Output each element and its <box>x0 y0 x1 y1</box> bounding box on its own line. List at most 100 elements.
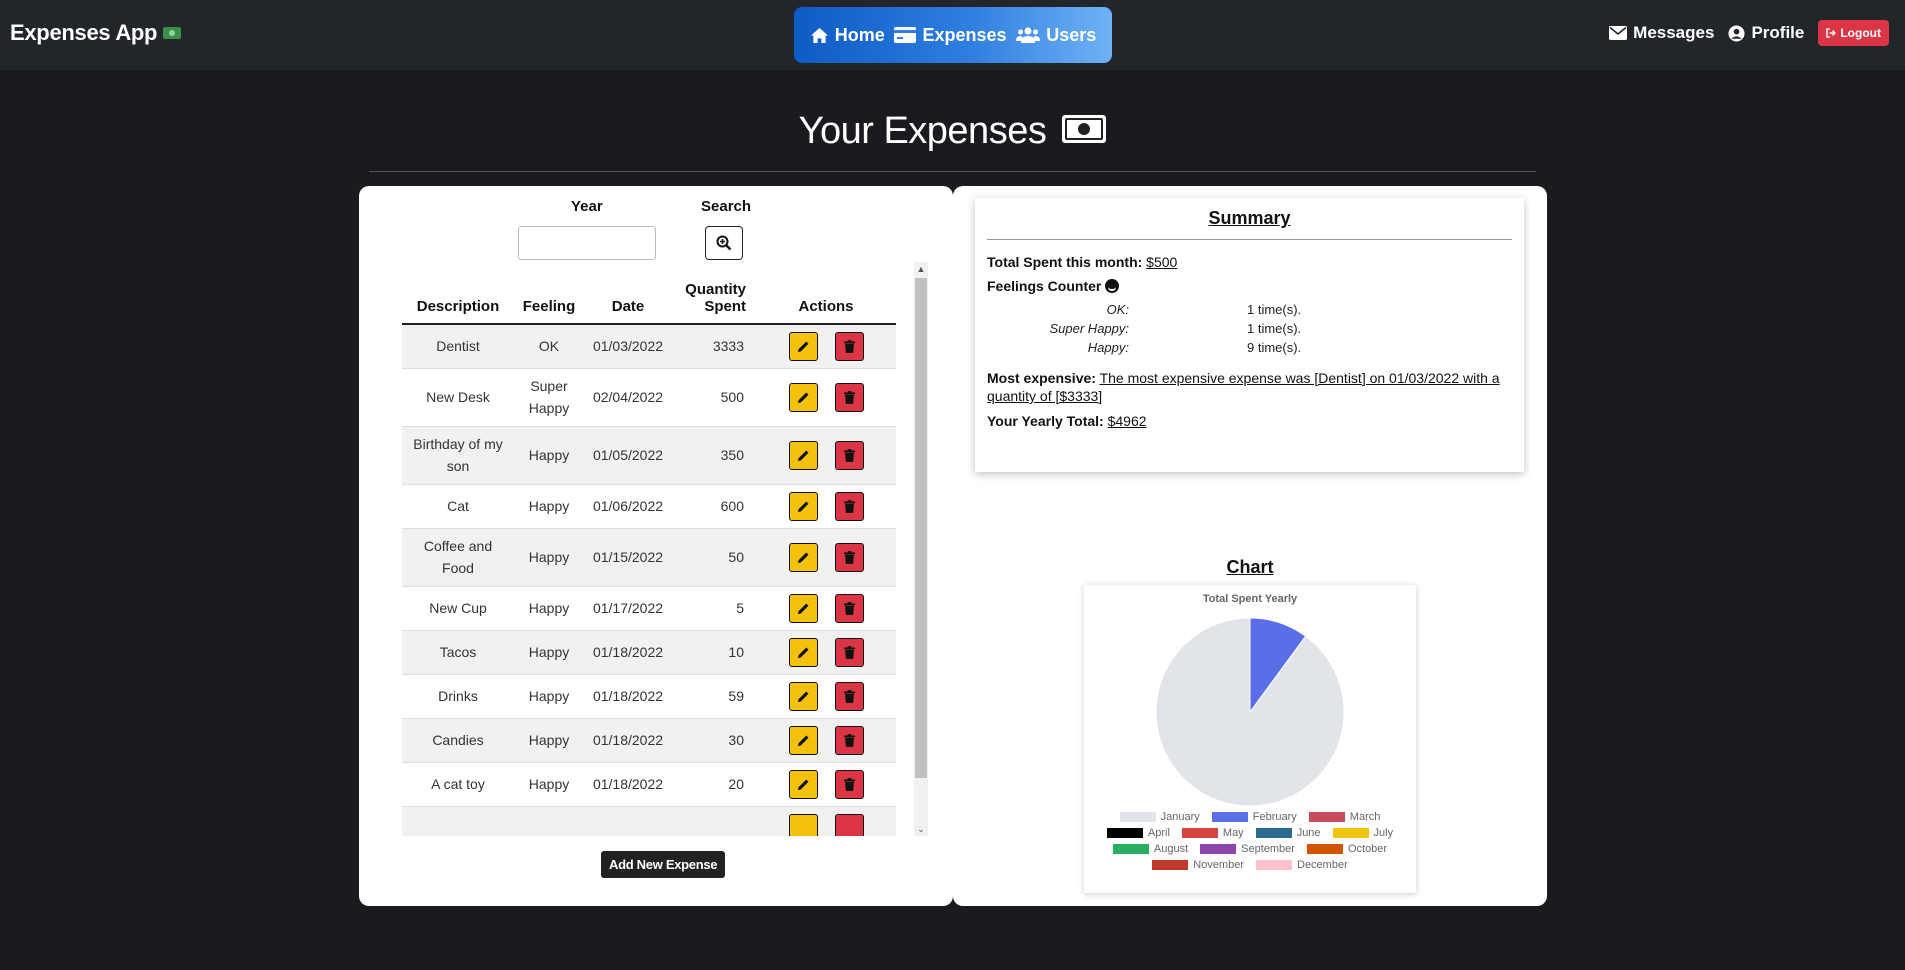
cell-description: New Desk <box>402 368 514 427</box>
most-expensive-label: Most expensive: <box>987 370 1096 386</box>
trash-icon <box>843 390 855 404</box>
delete-button[interactable] <box>834 331 864 361</box>
legend-item-october[interactable]: October <box>1306 843 1387 855</box>
logout-button[interactable]: Logout <box>1818 20 1889 46</box>
feeling-name: Super Happy: <box>1049 321 1130 336</box>
brand[interactable]: Expenses App <box>10 20 182 46</box>
cell-actions <box>756 368 896 427</box>
delete-button[interactable] <box>834 681 864 711</box>
feeling-count: 9 time(s). <box>1247 340 1302 355</box>
feelings-counter-label: Feelings Counter <box>987 278 1102 294</box>
edit-button[interactable] <box>788 440 818 470</box>
delete-button[interactable] <box>834 593 864 623</box>
add-expense-button[interactable]: Add New Expense <box>601 851 726 878</box>
edit-button[interactable] <box>788 813 818 836</box>
edit-button[interactable] <box>788 382 818 412</box>
pencil-icon <box>797 602 809 614</box>
scroll-down-arrow-icon[interactable]: ⌄ <box>917 823 925 834</box>
chart-legend: January February March April May June July Augu… <box>1094 811 1406 871</box>
nav-profile-label: Profile <box>1751 23 1805 42</box>
nav-users[interactable]: Users <box>1016 25 1096 46</box>
cell-feeling: Happy <box>514 718 584 763</box>
table-scrollbar[interactable]: ▲ ⌄ <box>914 262 928 836</box>
legend-item-april[interactable]: April <box>1106 827 1170 839</box>
nav-profile[interactable]: Profile <box>1728 23 1804 43</box>
edit-button[interactable] <box>788 331 818 361</box>
legend-swatch <box>1181 828 1218 838</box>
delete-button[interactable] <box>834 637 864 667</box>
month-total: Total Spent this month: $500 <box>987 254 1512 270</box>
feeling-name: Happy: <box>1087 340 1129 355</box>
cell-date: 01/18/2022 <box>584 630 672 675</box>
delete-button[interactable] <box>834 725 864 755</box>
edit-button[interactable] <box>788 681 818 711</box>
scroll-thumb[interactable] <box>915 278 927 778</box>
legend-swatch <box>1211 812 1248 822</box>
nav-messages-label: Messages <box>1633 23 1715 42</box>
nav-home[interactable]: Home <box>810 25 885 46</box>
legend-label: December <box>1297 859 1348 871</box>
legend-label: April <box>1147 827 1170 839</box>
legend-item-november[interactable]: November <box>1152 859 1244 871</box>
feelings-list: OK: 1 time(s). Super Happy: 1 time(s). Happy… <box>987 302 1512 355</box>
edit-button[interactable] <box>788 769 818 799</box>
delete-button[interactable] <box>834 769 864 799</box>
legend-label: March <box>1349 811 1381 823</box>
pencil-icon <box>797 341 809 352</box>
col-feeling: Feeling <box>514 262 584 325</box>
nav-expenses[interactable]: Expenses <box>894 25 1007 46</box>
user-circle-icon <box>1728 24 1745 42</box>
scroll-up-arrow-icon[interactable]: ▲ <box>916 264 926 274</box>
year-input[interactable] <box>518 226 656 260</box>
summary-panel: Summary Total Spent this month: $500 Fee… <box>953 186 1547 906</box>
legend-item-september[interactable]: September <box>1200 843 1295 855</box>
legend-item-february[interactable]: February <box>1211 811 1297 823</box>
table-row: New Cup Happy 01/17/2022 5 <box>402 586 896 631</box>
edit-button[interactable] <box>788 593 818 623</box>
expenses-panel: Year Search Description Feeling Date Qua… <box>359 186 953 906</box>
users-icon <box>1016 27 1041 43</box>
month-total-label: Total Spent this month: <box>987 254 1143 270</box>
cell-quantity: 600 <box>672 484 756 529</box>
legend-swatch <box>1119 812 1156 822</box>
legend-item-january[interactable]: January <box>1119 811 1200 823</box>
delete-button[interactable] <box>834 382 864 412</box>
money-bill-icon <box>163 27 182 39</box>
delete-button[interactable] <box>834 542 864 572</box>
user-nav: Messages Profile Logout <box>1609 20 1889 46</box>
legend-item-june[interactable]: June <box>1255 827 1321 839</box>
legend-item-august[interactable]: August <box>1112 843 1189 855</box>
delete-button[interactable] <box>834 491 864 521</box>
search-button[interactable] <box>705 226 743 260</box>
cell-description: Tacos <box>402 630 514 675</box>
pie-slice-february[interactable] <box>1249 617 1307 714</box>
cell-quantity <box>672 806 756 836</box>
edit-button[interactable] <box>788 491 818 521</box>
pencil-icon <box>797 391 809 403</box>
trash-icon <box>843 550 855 564</box>
cell-date: 01/18/2022 <box>584 718 672 763</box>
legend-label: August <box>1153 843 1189 855</box>
legend-label: May <box>1222 827 1244 839</box>
legend-item-july[interactable]: July <box>1332 827 1393 839</box>
legend-item-december[interactable]: December <box>1256 859 1348 871</box>
feeling-row: Super Happy: 1 time(s). <box>987 321 1512 336</box>
nav-messages[interactable]: Messages <box>1609 23 1714 43</box>
trash-icon <box>843 499 855 513</box>
edit-button[interactable] <box>788 542 818 572</box>
page-title: Your Expenses <box>0 110 1905 153</box>
trash-icon <box>843 601 855 615</box>
edit-button[interactable] <box>788 725 818 755</box>
legend-item-march[interactable]: March <box>1308 811 1381 823</box>
col-date: Date <box>584 262 672 325</box>
month-total-value: $500 <box>1146 254 1178 270</box>
navbar: Expenses App Home Expenses Users Message… <box>0 0 1905 70</box>
cell-quantity: 5 <box>672 586 756 631</box>
delete-button[interactable] <box>834 813 864 836</box>
cell-actions <box>756 426 896 485</box>
edit-button[interactable] <box>788 637 818 667</box>
cell-quantity: 20 <box>672 762 756 807</box>
legend-item-may[interactable]: May <box>1181 827 1244 839</box>
page-title-label: Your Expenses <box>798 110 1047 152</box>
delete-button[interactable] <box>834 440 864 470</box>
